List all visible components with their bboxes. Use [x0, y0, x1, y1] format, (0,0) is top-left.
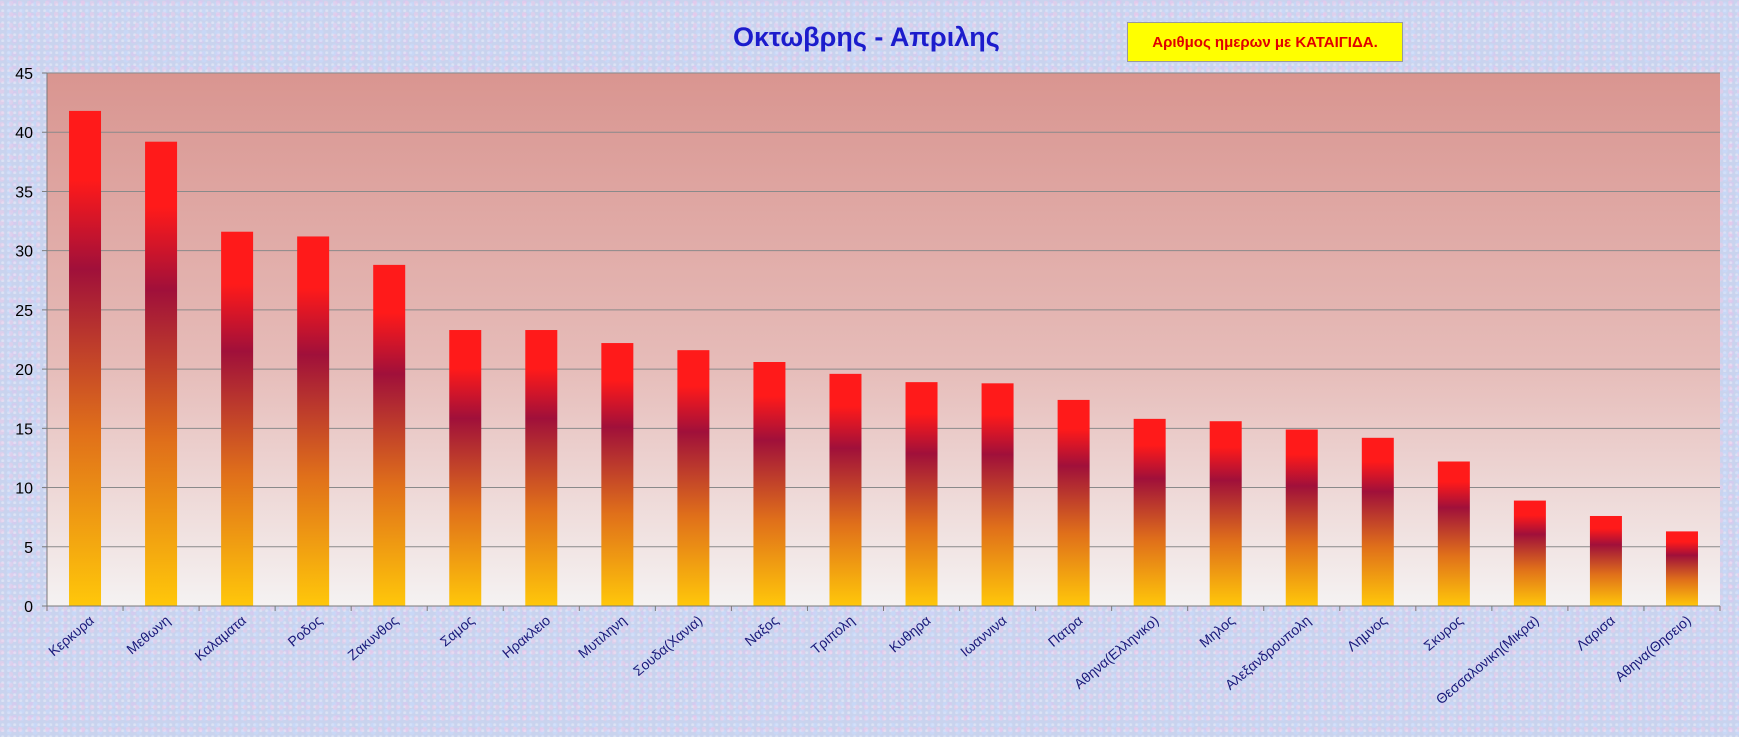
x-tick-label: Καλαματα [191, 612, 249, 664]
bar [905, 382, 938, 606]
bar [1057, 399, 1090, 606]
x-tick-label: Τριπολη [808, 612, 858, 657]
x-tick-label: Λαρισα [1573, 612, 1618, 653]
bar [829, 373, 862, 606]
x-tick-label: Ζακυνθος [344, 612, 401, 663]
bar [449, 330, 482, 606]
y-tick-label: 25 [15, 303, 33, 320]
bar [297, 236, 330, 606]
x-tick-label: Μεθωνη [123, 612, 173, 657]
bars [69, 110, 1698, 606]
x-tick-label: Κερκυρα [45, 612, 97, 659]
x-tick-label: Ιωαννινα [957, 612, 1010, 660]
y-tick-label: 20 [15, 362, 33, 379]
x-tick-label: Ροδος [285, 612, 326, 650]
bar [1133, 418, 1166, 606]
legend-label: Αριθμος ημερων με ΚΑΤΑΙΓΙΔΑ. [1152, 33, 1378, 51]
bar [1285, 429, 1318, 606]
chart-title: Οκτωβρης - Απριλης [733, 22, 1000, 52]
x-tick-label: Λημνος [1344, 612, 1390, 654]
bar [1589, 515, 1622, 606]
bar [373, 264, 406, 606]
bar [1437, 461, 1470, 606]
x-tick-label: Ναξος [741, 612, 781, 649]
y-tick-label: 10 [15, 481, 33, 498]
bar [1665, 531, 1698, 606]
chart-title-wrap: Οκτωβρης - Απριλης [0, 22, 1739, 60]
x-tick-label: Σκυρος [1420, 612, 1466, 654]
y-tick-label: 15 [15, 421, 33, 438]
x-tick-label: Ηρακλειο [499, 612, 553, 661]
x-tick-label: Κυθηρα [886, 612, 934, 656]
y-tick-label: 5 [24, 540, 33, 557]
bar [525, 330, 558, 606]
bar [677, 350, 710, 606]
x-tick-label: Πατρα [1045, 612, 1086, 650]
bar [221, 231, 254, 606]
x-tick-label: Σουδα(Χανια) [630, 612, 705, 679]
y-tick-label: 0 [24, 599, 33, 616]
legend-box: Αριθμος ημερων με ΚΑΤΑΙΓΙΔΑ. [1127, 22, 1403, 62]
x-tick-label: Μηλος [1196, 612, 1238, 651]
bar [69, 110, 102, 606]
x-tick-label: Μυτιληνη [575, 612, 629, 661]
x-tick-label: Αθηνα(Θησειο) [1612, 612, 1694, 685]
bar [1209, 421, 1242, 606]
y-tick-label: 35 [15, 184, 33, 201]
bar [601, 343, 634, 606]
bar [145, 141, 178, 606]
bar [981, 383, 1014, 606]
bar [1513, 500, 1546, 606]
y-tick-label: 45 [15, 66, 33, 83]
x-tick-label: Σαμος [437, 612, 478, 650]
y-tick-label: 30 [15, 244, 33, 261]
x-tick-labels: Κερκυρα Μεθωνη Καλαματα Ροδος Ζακυνθος Σαμος Η… [45, 612, 1694, 707]
bar [1361, 437, 1394, 606]
y-tick-labels: 0 5 10 15 20 25 30 35 40 45 [15, 66, 33, 616]
y-tick-label: 40 [15, 125, 33, 142]
axes [42, 72, 1721, 611]
bar [753, 362, 786, 606]
